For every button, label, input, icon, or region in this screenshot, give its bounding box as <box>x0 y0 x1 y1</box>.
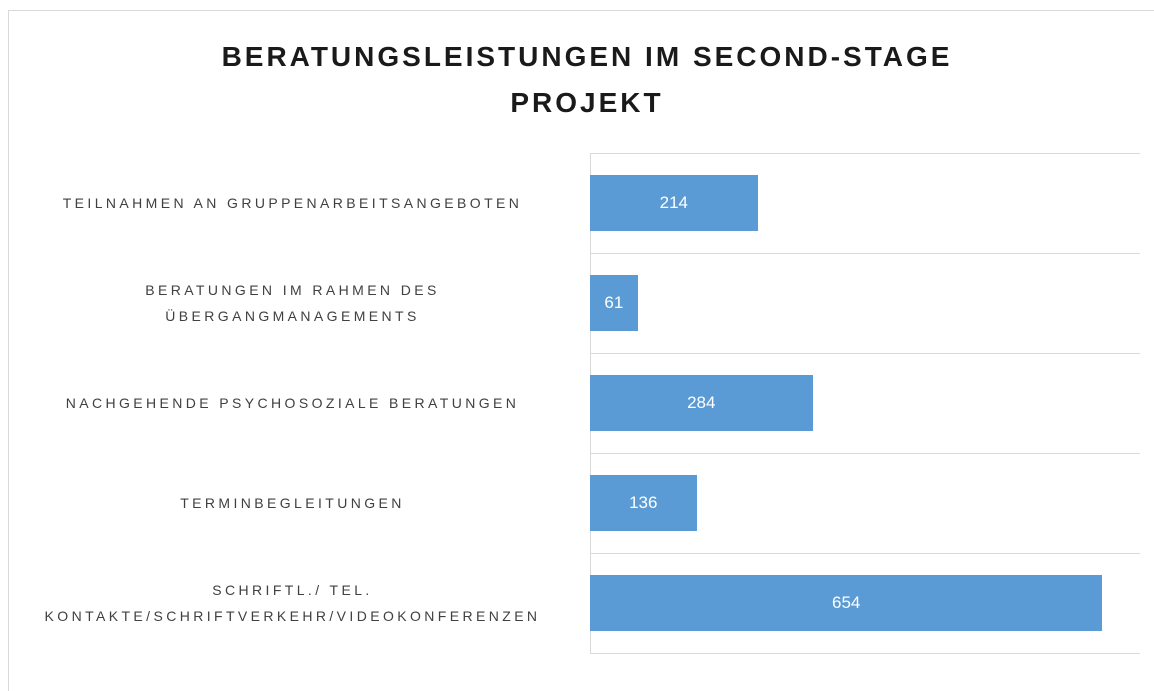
bar <box>590 475 697 531</box>
category-label: BERATUNGEN IM RAHMEN DES ÜBERGANGMANAGEM… <box>145 282 440 324</box>
value-label: 214 <box>659 193 689 212</box>
category-label: SCHRIFTL./ TEL. KONTAKTE/SCHRIFTVERKEHR/… <box>44 582 541 624</box>
category-label: TERMINBEGLEITUNGEN <box>180 495 405 511</box>
value-label: 136 <box>629 493 658 512</box>
grid-line <box>590 453 1140 454</box>
bar <box>590 175 758 231</box>
bar <box>590 375 813 431</box>
grid-line <box>590 253 1140 254</box>
grid-line <box>590 353 1140 354</box>
value-label: 284 <box>687 393 716 412</box>
category-label: NACHGEHENDE PSYCHOSOZIALE BERATUNGEN <box>65 395 520 411</box>
grid-line <box>590 153 1140 154</box>
chart: BERATUNGSLEISTUNGEN IM SECOND-STAGE PROJ… <box>8 10 1154 691</box>
bar <box>590 275 638 331</box>
value-label: 654 <box>832 593 861 612</box>
value-label: 61 <box>604 293 624 312</box>
chart-title: BERATUNGSLEISTUNGEN IM SECOND-STAGE PROJ… <box>221 41 953 118</box>
grid-line <box>590 553 1140 554</box>
category-label: TEILNAHMEN AN GRUPPENARBEITSANGEBOTEN <box>62 195 523 211</box>
chart-frame <box>8 10 1154 691</box>
bar <box>590 575 1103 631</box>
grid-line <box>590 653 1140 654</box>
